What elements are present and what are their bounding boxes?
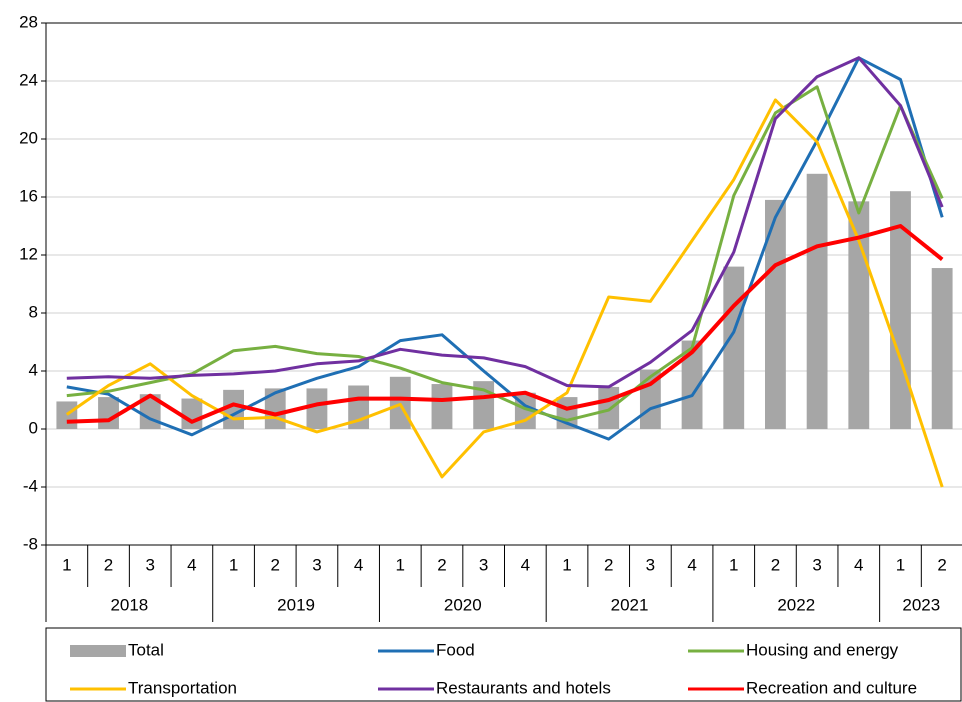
y-tick-label: 0 — [29, 418, 38, 437]
line — [66, 56, 944, 441]
year-label: 2023 — [902, 595, 940, 614]
y-tick-label: 28 — [19, 12, 38, 31]
x-tick-label: 4 — [687, 555, 696, 574]
x-tick-label: 1 — [729, 555, 738, 574]
bar — [890, 191, 911, 429]
x-tick-label: 4 — [354, 555, 363, 574]
x-tick-label: 1 — [229, 555, 238, 574]
year-label: 2022 — [777, 595, 815, 614]
y-tick-label: 4 — [29, 360, 38, 379]
x-tick-label: 1 — [562, 555, 571, 574]
x-tick-label: 1 — [396, 555, 405, 574]
year-label: 2019 — [277, 595, 315, 614]
x-tick-label: 3 — [145, 555, 154, 574]
x-tick-label: 1 — [62, 555, 71, 574]
x-tick-label: 4 — [521, 555, 530, 574]
bar — [306, 388, 328, 429]
legend-box — [45, 627, 962, 702]
line — [65, 98, 944, 488]
x-tick-label: 2 — [771, 555, 780, 574]
bar — [931, 268, 953, 429]
bar — [806, 173, 828, 429]
y-tick-label: 12 — [19, 244, 38, 263]
legend-label: Housing and energy — [746, 640, 899, 659]
y-tick-label: -4 — [23, 476, 38, 495]
legend-label: Total — [128, 640, 164, 659]
x-tick-label: 1 — [896, 555, 905, 574]
y-tick-label: 16 — [19, 186, 38, 205]
legend-label: Restaurants and hotels — [436, 678, 611, 697]
x-tick-label: 2 — [271, 555, 280, 574]
x-tick-label: 2 — [437, 555, 446, 574]
year-label: 2018 — [110, 595, 148, 614]
bar — [56, 401, 78, 429]
y-tick-label: 24 — [19, 70, 38, 89]
year-label: 2021 — [611, 595, 649, 614]
line — [66, 224, 944, 424]
x-tick-label: 4 — [187, 555, 196, 574]
bar — [723, 266, 745, 429]
x-tick-label: 4 — [854, 555, 863, 574]
x-tick-label: 3 — [479, 555, 488, 574]
x-tick-label: 3 — [812, 555, 821, 574]
x-tick-label: 3 — [646, 555, 655, 574]
y-tick-label: 20 — [19, 128, 38, 147]
bar — [681, 340, 703, 429]
legend-label: Food — [436, 640, 475, 659]
bar — [181, 398, 203, 429]
line — [66, 85, 944, 422]
x-tick-label: 2 — [604, 555, 613, 574]
legend-swatch — [70, 645, 126, 657]
x-tick-label: 3 — [312, 555, 321, 574]
legend-label: Transportation — [128, 678, 237, 697]
bar — [431, 384, 453, 429]
line — [66, 56, 944, 389]
bar — [765, 199, 786, 429]
y-tick-label: -8 — [23, 534, 38, 553]
x-tick-label: 2 — [104, 555, 113, 574]
x-tick-label: 2 — [937, 555, 946, 574]
legend-label: Recreation and culture — [746, 678, 917, 697]
y-tick-label: 8 — [29, 302, 38, 321]
bar — [598, 386, 620, 429]
year-label: 2020 — [444, 595, 482, 614]
bar — [98, 397, 119, 429]
